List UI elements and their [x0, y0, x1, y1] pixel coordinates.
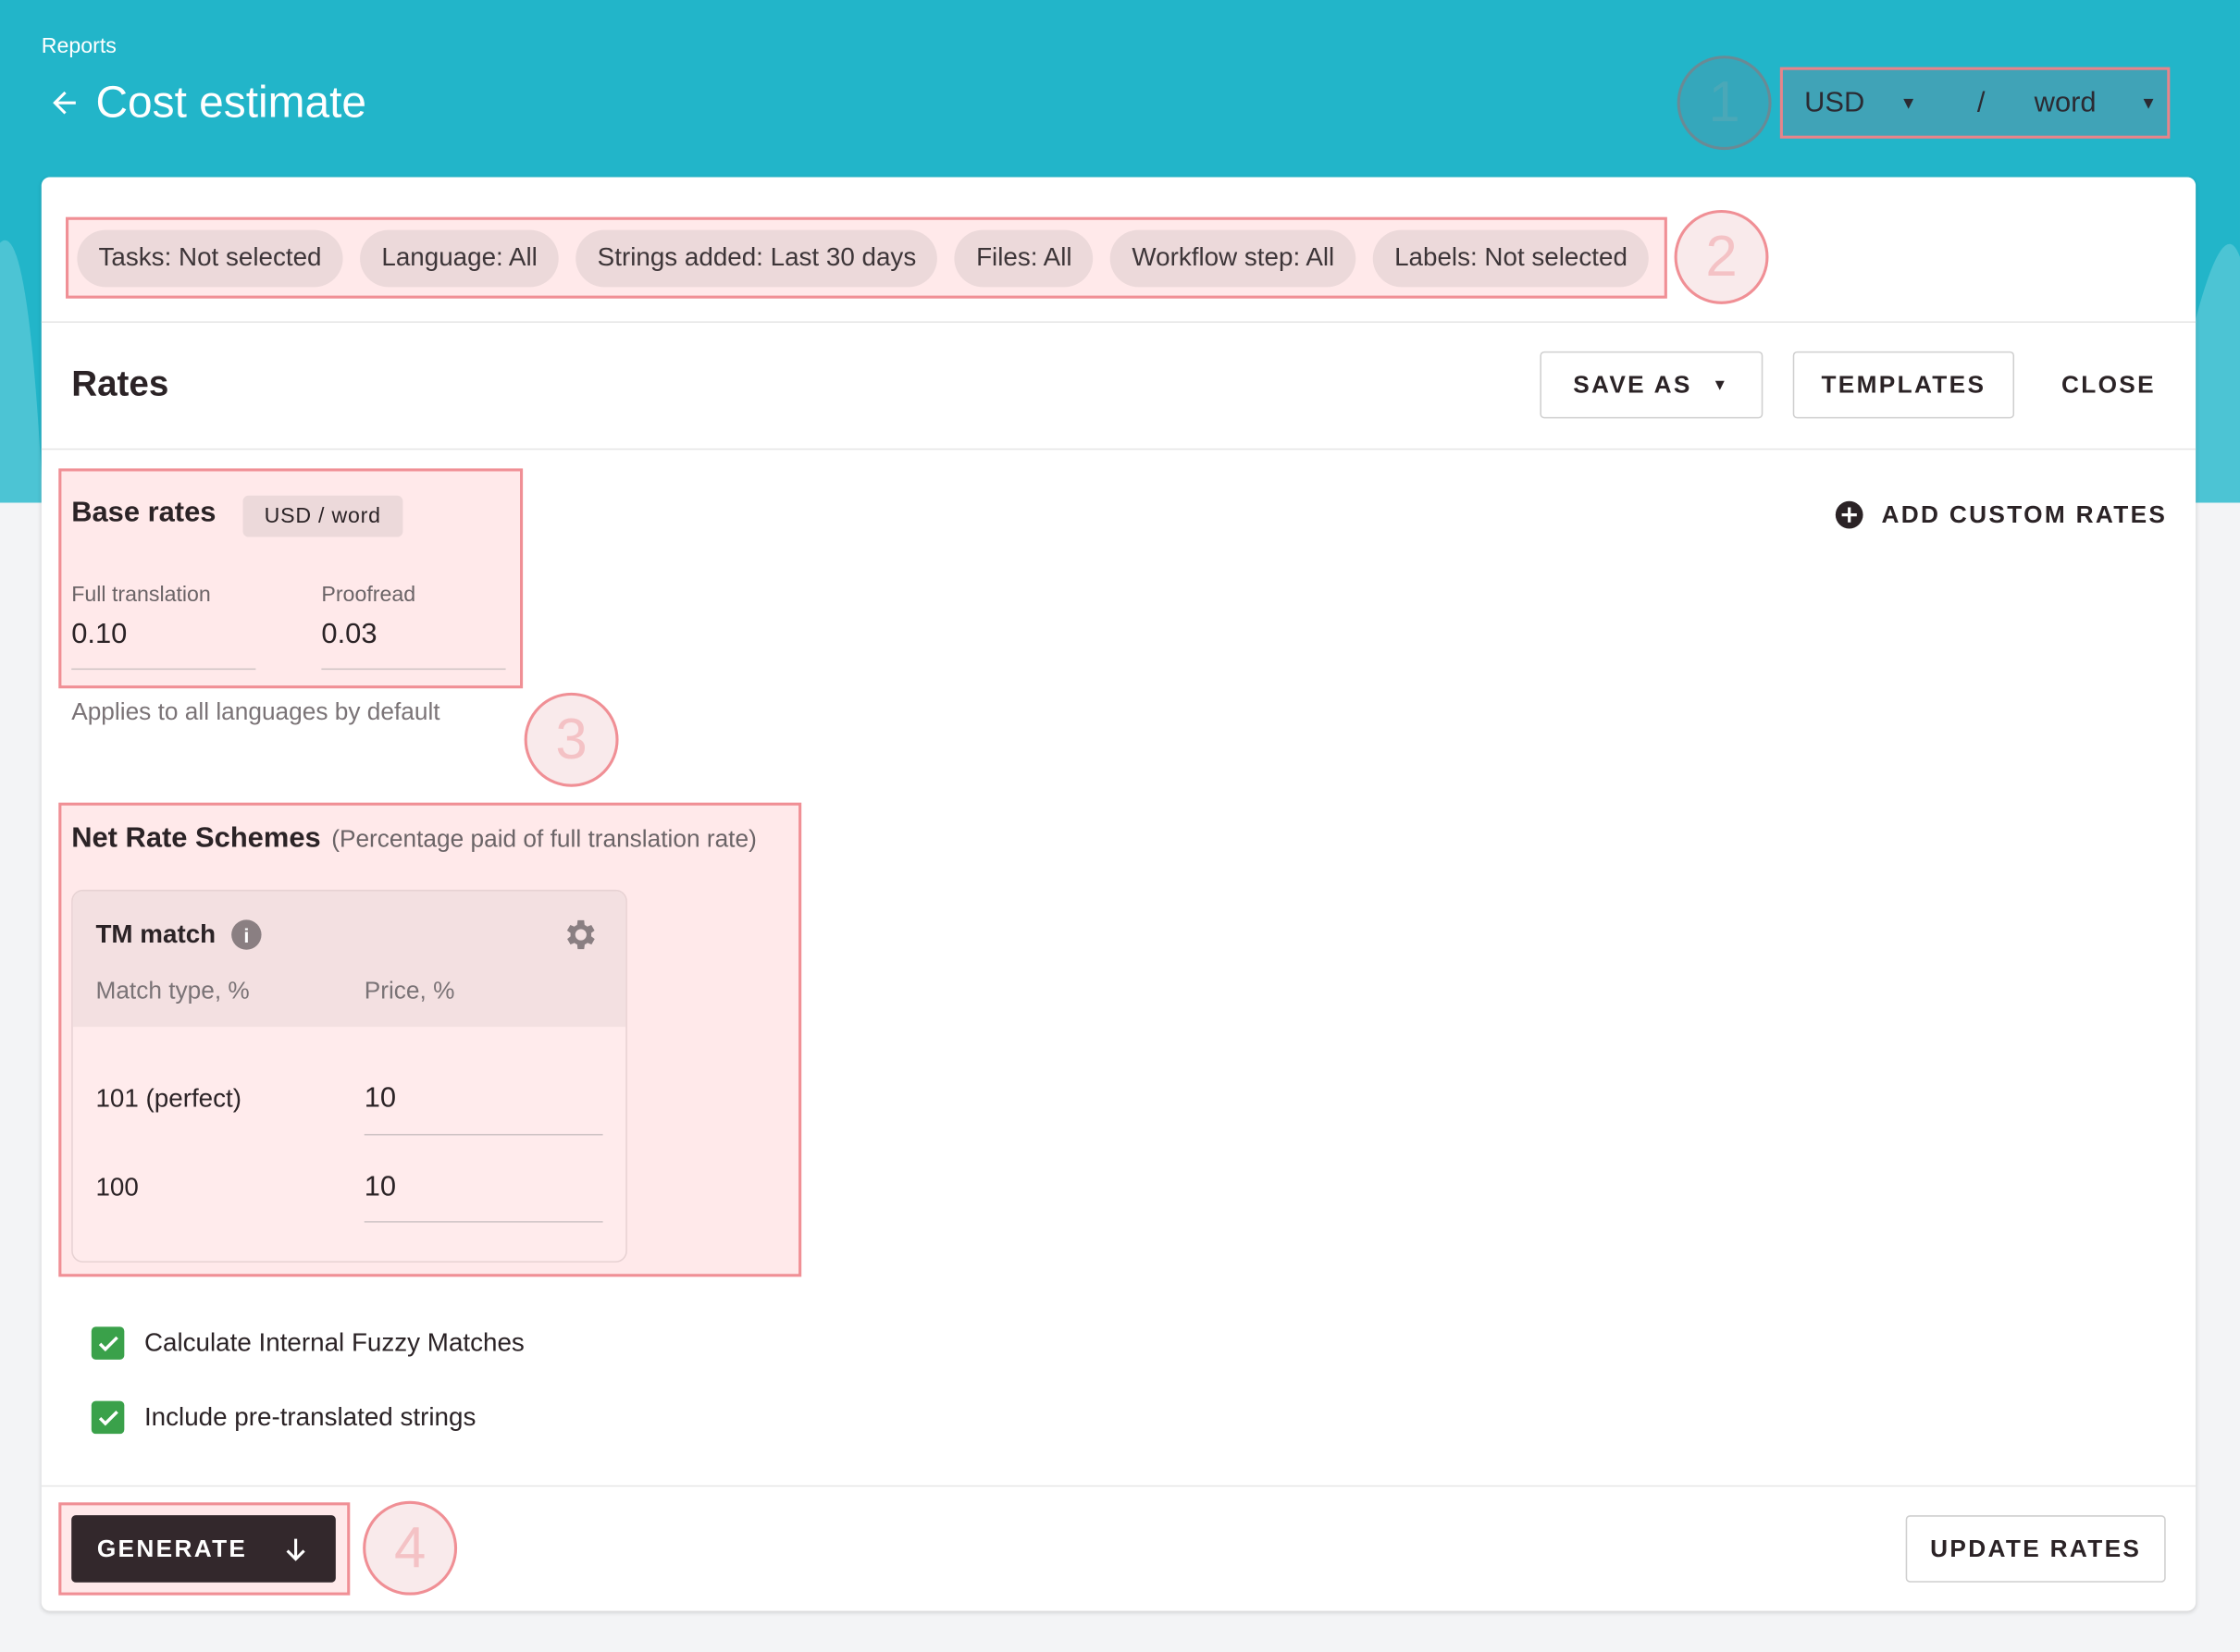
save-as-button[interactable]: SAVE AS ▼: [1540, 351, 1764, 419]
info-icon[interactable]: i: [231, 919, 262, 950]
generate-label: GENERATE: [96, 1535, 248, 1562]
arrow-down-icon: [286, 1537, 305, 1560]
fuzzy-matches-checkbox[interactable]: Calculate Internal Fuzzy Matches: [91, 1326, 525, 1360]
currency-unit-selector: USD ▼ / word ▼: [1779, 67, 2171, 139]
close-button[interactable]: CLOSE: [2042, 351, 2174, 419]
divider: [41, 321, 2197, 323]
input-underline: [321, 668, 506, 671]
proofread-label: Proofread: [321, 582, 416, 608]
full-translation-input[interactable]: 0.10: [71, 618, 128, 650]
price-input[interactable]: 10: [364, 1171, 397, 1203]
page-title-text: Cost estimate: [95, 77, 367, 128]
checkbox-checked-icon: [91, 1400, 125, 1435]
checkbox-label: Include pre-translated strings: [143, 1402, 476, 1432]
chevron-down-icon: ▼: [2139, 92, 2158, 113]
checkbox-label: Calculate Internal Fuzzy Matches: [143, 1327, 525, 1357]
filter-chip-strings-added[interactable]: Strings added: Last 30 days: [575, 228, 938, 287]
generate-button[interactable]: GENERATE: [71, 1515, 336, 1583]
base-rates-hint: Applies to all languages by default: [71, 698, 440, 726]
plus-circle-icon: [1835, 500, 1863, 529]
step-badge-4: 4: [363, 1500, 458, 1596]
filter-chip-files[interactable]: Files: All: [954, 228, 1094, 287]
chevron-down-icon: ▼: [1900, 92, 1917, 113]
divider: [41, 448, 2197, 450]
currency-select[interactable]: USD: [1804, 86, 1865, 118]
add-custom-rates-label: ADD CUSTOM RATES: [1881, 500, 2168, 528]
col-price: Price, %: [364, 977, 455, 1005]
filter-chip-tasks[interactable]: Tasks: Not selected: [77, 228, 343, 287]
filter-chip-labels[interactable]: Labels: Not selected: [1372, 228, 1650, 287]
unit-select[interactable]: word: [2034, 86, 2097, 118]
input-underline: [364, 1133, 603, 1136]
save-as-label: SAVE AS: [1573, 370, 1692, 399]
input-underline: [364, 1221, 603, 1223]
breadcrumb-reports[interactable]: Reports: [41, 34, 117, 59]
step-badge-2: 2: [1674, 209, 1769, 304]
update-rates-button[interactable]: UPDATE RATES: [1905, 1515, 2166, 1583]
pretranslated-checkbox[interactable]: Include pre-translated strings: [91, 1400, 476, 1435]
step-badge-3: 3: [524, 692, 619, 787]
net-rate-heading: Net Rate Schemes: [71, 822, 321, 855]
filter-chip-language[interactable]: Language: All: [360, 228, 559, 287]
chevron-down-icon: ▼: [1712, 376, 1730, 394]
page-title: Cost estimate: [47, 77, 366, 129]
match-type-cell: 101 (perfect): [95, 1083, 242, 1113]
gear-icon[interactable]: [560, 916, 599, 955]
match-type-cell: 100: [95, 1172, 139, 1202]
tm-match-title: TM match: [95, 919, 217, 949]
unit-separator: /: [1976, 86, 1986, 118]
add-custom-rates-button[interactable]: ADD CUSTOM RATES: [1834, 499, 2167, 529]
divider: [41, 1485, 2197, 1487]
full-translation-label: Full translation: [71, 582, 211, 608]
templates-button[interactable]: TEMPLATES: [1792, 351, 2015, 419]
proofread-input[interactable]: 0.03: [321, 618, 377, 650]
col-match-type: Match type, %: [95, 977, 250, 1005]
price-input[interactable]: 10: [364, 1082, 397, 1115]
unit-chip: USD / word: [242, 495, 402, 537]
filter-chip-workflow-step[interactable]: Workflow step: All: [1110, 228, 1356, 287]
checkbox-checked-icon: [91, 1326, 125, 1360]
rates-heading: Rates: [71, 364, 169, 404]
filter-bar: Tasks: Not selected Language: All String…: [66, 216, 1667, 299]
input-underline: [71, 668, 256, 671]
base-rates-heading: Base rates: [71, 497, 217, 529]
net-rate-subtitle: (Percentage paid of full translation rat…: [331, 825, 757, 853]
tm-match-card: [71, 889, 627, 1263]
step-badge-1: 1: [1677, 55, 1772, 151]
back-arrow-icon[interactable]: [47, 86, 81, 120]
